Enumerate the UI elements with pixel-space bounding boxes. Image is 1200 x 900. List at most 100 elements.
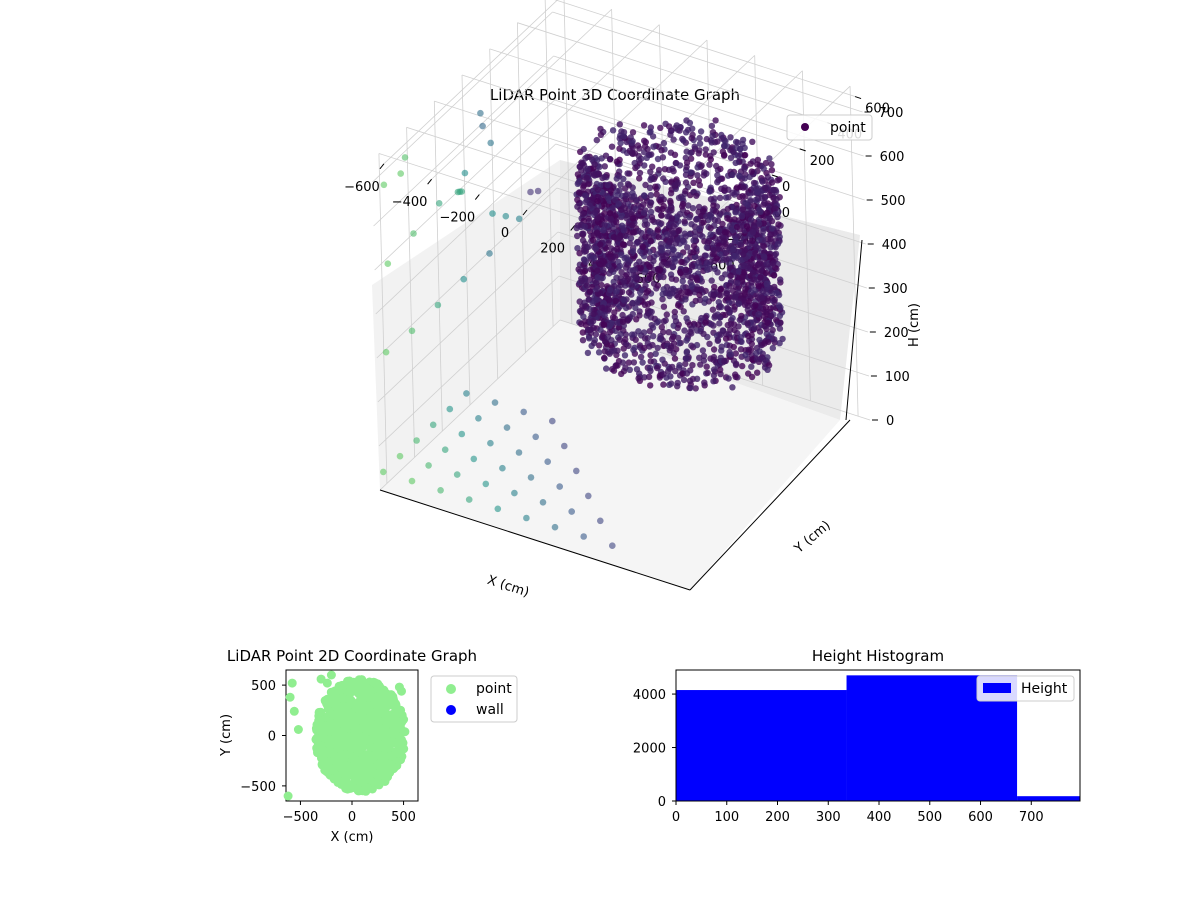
point-2d-881 xyxy=(330,690,340,700)
point-3d-sparse-49 xyxy=(380,181,388,189)
grid-side-h-3 xyxy=(376,187,558,359)
h-tick-label-0: 0 xyxy=(886,414,894,429)
point-3d-2393 xyxy=(585,243,592,250)
points-3d xyxy=(380,109,786,549)
point-3d-723 xyxy=(676,362,683,369)
point-3d-1695 xyxy=(628,139,636,146)
point-3d-2057 xyxy=(767,244,774,251)
point-2d-854 xyxy=(376,701,386,710)
point-3d-1091 xyxy=(660,286,667,293)
point-3d-sparse-31 xyxy=(556,483,563,490)
point-3d-sparse-26 xyxy=(527,474,535,481)
point-3d-1479 xyxy=(717,292,724,299)
point-3d-2269 xyxy=(757,208,764,215)
point-3d-sparse-29 xyxy=(523,514,530,522)
point-2d-833 xyxy=(344,768,354,778)
grid-floor-y-6 xyxy=(554,0,856,97)
point-3d-1644 xyxy=(687,384,694,392)
point-3d-1998 xyxy=(642,233,649,240)
point-3d-2237 xyxy=(767,231,775,238)
point-3d-726 xyxy=(708,122,716,130)
point-3d-1914 xyxy=(643,154,650,161)
point-3d-sparse-41 xyxy=(434,301,442,309)
point-3d-2067 xyxy=(634,142,642,149)
point-3d-2439 xyxy=(753,355,761,363)
point-3d-1418 xyxy=(707,196,715,203)
point-3d-2009 xyxy=(755,220,763,228)
x-tick-3 xyxy=(522,209,528,216)
point-3d-2430 xyxy=(589,194,597,202)
x-tick-label-0: −600 xyxy=(344,180,380,195)
point-3d-1877 xyxy=(673,346,680,353)
point-3d-2224 xyxy=(722,194,730,201)
point-3d-2463 xyxy=(765,338,772,346)
point-3d-2242 xyxy=(719,220,726,228)
point-3d-816 xyxy=(718,343,725,350)
point-3d-2255 xyxy=(620,296,627,303)
point-3d-sparse-4 xyxy=(446,405,454,413)
point-3d-2089 xyxy=(652,350,659,357)
point-3d-1676 xyxy=(624,180,632,188)
point-3d-2281 xyxy=(761,248,768,256)
x-tick-2 xyxy=(474,194,480,200)
point-3d-2166 xyxy=(635,157,643,164)
point-2d-887 xyxy=(374,778,384,788)
y-tick-label-4: 200 xyxy=(810,154,835,169)
point-3d-2105 xyxy=(770,272,778,279)
point-3d-2394 xyxy=(751,324,758,332)
point-3d-2231 xyxy=(637,264,644,272)
point-3d-1343 xyxy=(663,311,670,318)
point-3d-2222 xyxy=(763,209,771,216)
point-3d-2273 xyxy=(629,215,637,222)
point-3d-1844 xyxy=(622,192,629,199)
point-2d-866 xyxy=(325,746,335,756)
point-3d-2260 xyxy=(754,161,761,168)
point-3d-sparse-35 xyxy=(585,492,592,500)
point-3d-2155 xyxy=(671,258,679,265)
point-3d-2296 xyxy=(734,139,741,146)
point-2d-867 xyxy=(357,761,366,770)
x-tick-label-2: −200 xyxy=(439,211,475,226)
point-3d-1759 xyxy=(741,151,749,159)
point-3d-2448 xyxy=(761,254,768,261)
point-3d-323 xyxy=(618,269,625,276)
point-3d-1485 xyxy=(725,375,732,382)
hist-bar-2 xyxy=(1017,796,1080,801)
point-3d-2410 xyxy=(753,350,760,357)
point-3d-1253 xyxy=(710,378,717,385)
point-3d-2309 xyxy=(759,294,766,302)
point-3d-2071 xyxy=(748,207,755,214)
point-3d-2261 xyxy=(621,352,629,359)
point-3d-4 xyxy=(626,240,634,247)
point-3d-2229 xyxy=(703,363,710,370)
point-3d-982 xyxy=(661,166,669,173)
point-3d-2435 xyxy=(590,171,598,178)
point-3d-1560 xyxy=(696,182,703,189)
point-3d-1487 xyxy=(575,266,582,273)
point-3d-2356 xyxy=(605,296,613,304)
point-3d-2088 xyxy=(606,270,613,277)
point-3d-sparse-11 xyxy=(491,399,499,406)
point-3d-562 xyxy=(680,376,688,384)
point-3d-2277 xyxy=(745,332,752,340)
point-2d-874 xyxy=(391,738,401,748)
point-3d-2436 xyxy=(752,250,759,257)
point-3d-1944 xyxy=(613,175,620,182)
point-3d-2391 xyxy=(763,280,770,287)
point-3d-1787 xyxy=(609,127,617,134)
point-3d-2339 xyxy=(669,263,676,271)
legend-3d-box xyxy=(786,114,873,141)
point-3d-2195 xyxy=(637,289,644,296)
point-3d-2424 xyxy=(604,182,611,189)
point-3d-sparse-44 xyxy=(384,260,392,268)
point-3d-2470 xyxy=(590,310,597,318)
point-3d-2125 xyxy=(668,204,675,211)
point-3d-1100 xyxy=(714,269,721,276)
point-2d-816 xyxy=(362,782,372,792)
point-3d-2188 xyxy=(630,271,637,279)
point-3d-2484 xyxy=(668,215,676,222)
point-3d-2419 xyxy=(659,205,666,213)
point-3d-1524 xyxy=(771,336,778,343)
point-3d-2054 xyxy=(657,332,664,340)
point-3d-1632 xyxy=(682,179,690,186)
